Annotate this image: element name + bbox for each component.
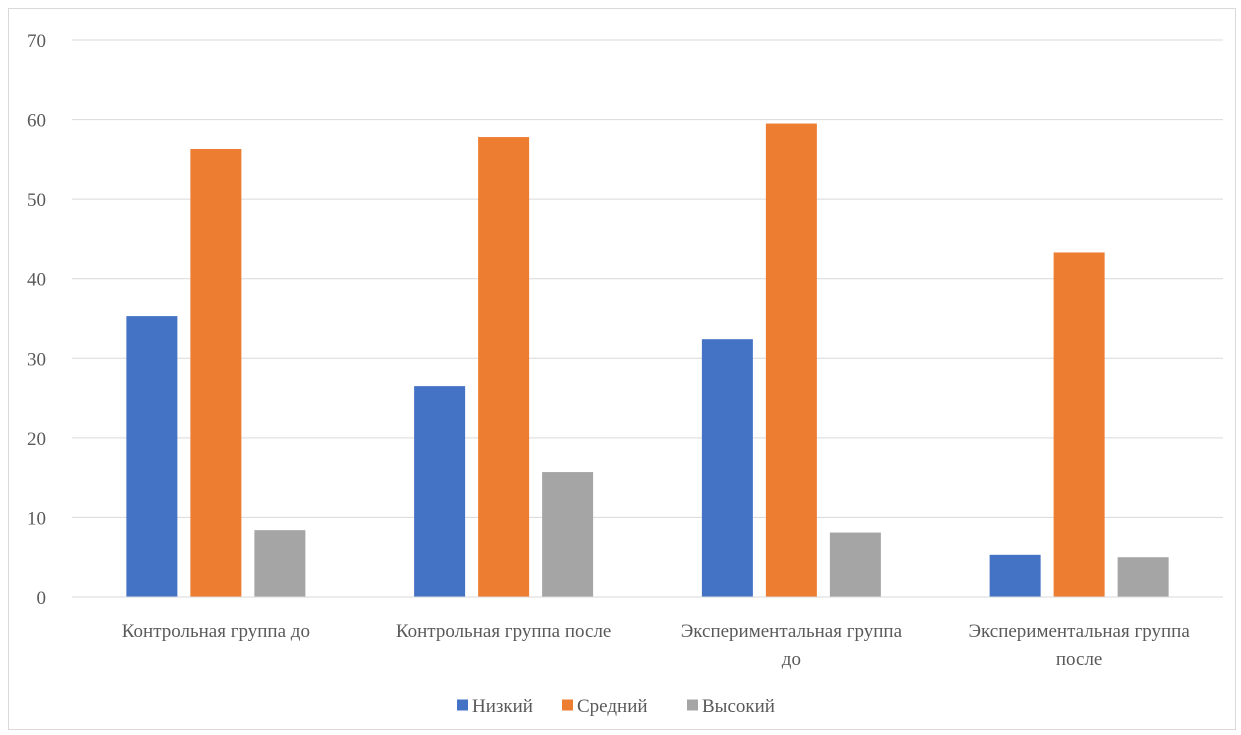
bar-Средний-3 bbox=[1054, 252, 1105, 597]
y-tick-label: 30 bbox=[27, 349, 46, 370]
bar-Средний-0 bbox=[190, 149, 241, 597]
bar-Низкий-0 bbox=[126, 316, 177, 597]
y-tick-label: 20 bbox=[27, 429, 46, 450]
y-tick-label: 60 bbox=[27, 111, 46, 132]
legend-label: Низкий bbox=[472, 696, 533, 717]
bar-Высокий-3 bbox=[1118, 557, 1169, 597]
x-category-label: до bbox=[782, 649, 801, 670]
x-category-label: Контрольная группа после bbox=[396, 621, 611, 642]
legend-item: Низкий bbox=[457, 696, 533, 717]
legend-item: Высокий bbox=[687, 696, 775, 717]
bar-Низкий-1 bbox=[414, 386, 465, 597]
y-tick-label: 0 bbox=[37, 588, 47, 609]
y-tick-label: 10 bbox=[27, 508, 46, 529]
x-category-label: Экспериментальная группа bbox=[681, 621, 903, 642]
x-category-label: Контрольная группа до bbox=[122, 621, 310, 642]
y-tick-label: 70 bbox=[27, 31, 46, 52]
legend-label: Высокий bbox=[702, 696, 775, 717]
bar-Средний-1 bbox=[478, 137, 529, 597]
x-category-label: после bbox=[1056, 649, 1103, 670]
x-category-label: Экспериментальная группа bbox=[968, 621, 1190, 642]
legend-swatch bbox=[562, 700, 573, 711]
legend-swatch bbox=[687, 700, 698, 711]
bar-Низкий-3 bbox=[990, 555, 1041, 597]
legend-label: Средний bbox=[577, 696, 648, 717]
y-tick-label: 40 bbox=[27, 270, 46, 291]
bar-Высокий-2 bbox=[830, 533, 881, 597]
bar-Высокий-0 bbox=[254, 530, 305, 597]
bar-Низкий-2 bbox=[702, 339, 753, 597]
bar-Высокий-1 bbox=[542, 472, 593, 597]
y-tick-label: 50 bbox=[27, 190, 46, 211]
legend-swatch bbox=[457, 700, 468, 711]
bar-Средний-2 bbox=[766, 124, 817, 597]
legend-item: Средний bbox=[562, 696, 648, 717]
